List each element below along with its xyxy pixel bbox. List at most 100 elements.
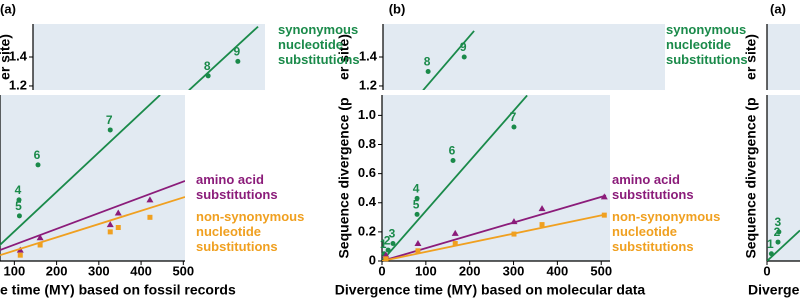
point-label: 1 <box>767 237 774 251</box>
y-tick-label: 0.8 <box>358 136 376 151</box>
fit-line <box>0 196 185 257</box>
fit-line <box>382 95 528 261</box>
point <box>425 68 431 74</box>
y-tick-label: 1.2 <box>9 77 27 92</box>
point-label: 4 <box>15 183 22 197</box>
point <box>35 162 41 168</box>
point-label: 9 <box>234 45 241 59</box>
inset-background <box>767 24 800 90</box>
x-tick-label: 400 <box>130 263 152 278</box>
y-tick-label: 1.2 <box>359 77 377 92</box>
point <box>539 222 545 228</box>
y-tick-label: 0.6 <box>358 165 376 180</box>
fit-line <box>188 25 259 90</box>
x-tick-label: 200 <box>46 263 68 278</box>
point <box>768 251 774 257</box>
y-tick-label: 1.4 <box>9 48 28 63</box>
x-tick-label: 300 <box>503 263 525 278</box>
legend-entry: amino acid substitutions <box>612 172 694 202</box>
panel-label: (a) <box>0 1 16 16</box>
point-label: 1 <box>380 237 387 251</box>
x-axis-title: Divergence <box>748 282 800 298</box>
point <box>146 196 154 203</box>
point <box>600 193 608 200</box>
legend-entry: amino acid substitutions <box>196 172 278 202</box>
point <box>414 195 420 201</box>
point <box>17 252 23 258</box>
x-axis-title: Divergence time (MY) based on molecular … <box>335 282 646 298</box>
point <box>147 214 153 220</box>
fit-line <box>0 180 185 251</box>
x-tick-label: 0 <box>378 263 385 278</box>
panel-label: (a) <box>770 1 786 16</box>
x-tick-label: 100 <box>4 263 26 278</box>
plot-background <box>382 95 610 261</box>
point-label: 6 <box>449 144 456 158</box>
point <box>36 234 44 241</box>
x-tick-label: 100 <box>415 263 437 278</box>
x-tick-label: 200 <box>459 263 481 278</box>
x-tick-label: 400 <box>547 263 569 278</box>
x-axis-title: e time (MY) based on fossil records <box>0 282 236 298</box>
fit-line <box>0 95 161 247</box>
point <box>461 54 467 60</box>
point <box>16 213 22 219</box>
point <box>601 212 607 218</box>
inset-background <box>383 24 665 90</box>
point-label: 4 <box>413 182 420 196</box>
point <box>385 247 391 253</box>
point-label: 3 <box>775 215 782 229</box>
legend-entry: non-synonymous nucleotide substitutions <box>612 209 721 254</box>
x-tick-label: 0 <box>763 263 770 278</box>
point <box>382 251 390 258</box>
legend-entry: synonymous nucleotide substitutions <box>666 22 748 67</box>
point-label: 9 <box>460 40 467 54</box>
point <box>114 209 122 216</box>
point-label: 8 <box>424 55 431 69</box>
y-tick-label: 0 <box>369 252 376 267</box>
point <box>511 231 517 237</box>
point <box>107 127 113 133</box>
point <box>415 248 421 254</box>
point <box>107 229 113 235</box>
point-label: 6 <box>34 148 41 162</box>
point-label: 7 <box>106 113 113 127</box>
point <box>414 240 422 247</box>
point <box>452 241 458 247</box>
point-label: 8 <box>204 59 211 73</box>
inset-background <box>33 24 265 90</box>
fit-line <box>422 30 475 90</box>
y-tick-label: 1.4 <box>359 48 378 63</box>
legend-entry: synonymous nucleotide substitutions <box>278 22 360 67</box>
point <box>115 225 121 231</box>
legend-entry: non-synonymous nucleotide substitutions <box>196 209 305 254</box>
point <box>383 256 389 262</box>
y-axis-title: er site) <box>743 34 759 80</box>
y-axis-title: Sequence divergence (p <box>336 97 352 258</box>
point <box>450 158 456 164</box>
x-tick-label: 500 <box>172 263 194 278</box>
point <box>235 58 241 64</box>
y-tick-label: 0.2 <box>358 223 376 238</box>
y-axis-title: er site) <box>0 34 13 80</box>
point <box>390 241 396 247</box>
point <box>16 197 22 203</box>
point-label: 5 <box>15 199 22 213</box>
y-tick-label: 0.4 <box>358 194 377 209</box>
y-axis-title: Sequence divergence (p <box>743 97 759 258</box>
x-tick-label: 300 <box>88 263 110 278</box>
point <box>776 229 782 235</box>
point <box>511 124 517 130</box>
point <box>451 229 459 236</box>
point-label: 3 <box>389 227 396 241</box>
point <box>205 73 211 79</box>
point <box>510 218 518 225</box>
plot-background <box>767 95 800 261</box>
point-label: 2 <box>384 233 391 247</box>
x-tick-label: 500 <box>590 263 612 278</box>
point <box>538 205 546 212</box>
point <box>106 221 114 228</box>
y-axis-title: er site) <box>336 34 352 80</box>
plot-background <box>0 95 185 261</box>
